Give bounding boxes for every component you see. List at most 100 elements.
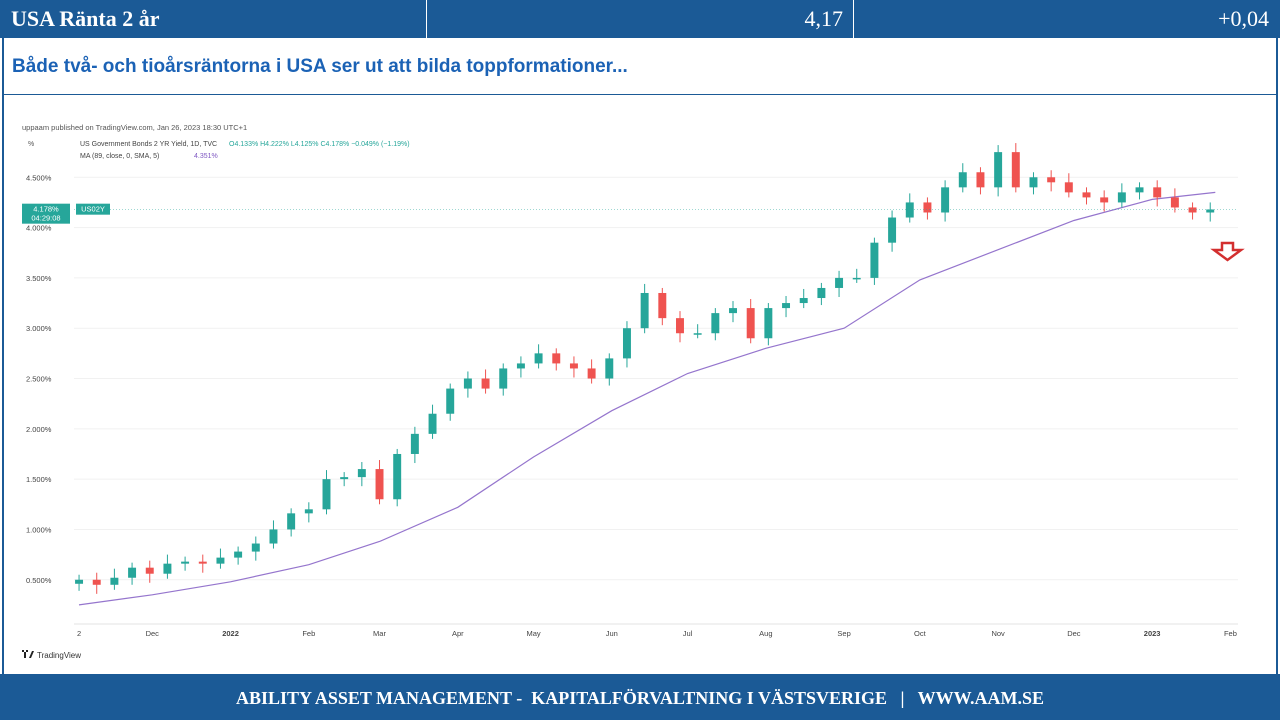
price-tag-box	[22, 203, 70, 224]
candle-body	[587, 368, 596, 379]
candle-body	[958, 172, 967, 188]
tradingview-logo-icon	[22, 650, 34, 658]
x-tick-label: Jul	[683, 629, 693, 638]
y-tick-label: 2.000%	[26, 425, 52, 434]
candle-body	[941, 187, 950, 213]
ma-series	[78, 191, 1216, 606]
candle-body	[1100, 197, 1109, 203]
published-note: uppaam published on TradingView.com, Jan…	[22, 123, 247, 132]
x-tick-label: Feb	[302, 629, 315, 638]
candle-body	[835, 277, 844, 288]
chart-gridlines	[74, 176, 1238, 625]
y-tick-label: 2.500%	[26, 375, 52, 384]
candle-body	[569, 363, 578, 369]
candle-body	[605, 358, 614, 379]
candle-body	[269, 529, 278, 544]
candle-body	[622, 328, 631, 359]
x-axis-ticks: 2 Dec 2022 Feb Mar Apr May Jun Jul Aug Sep Oct Nov De…	[77, 629, 1237, 638]
candle-body	[163, 563, 172, 574]
ticker-divider	[426, 0, 427, 38]
candle-body	[658, 292, 667, 319]
slide-frame	[2, 38, 1278, 674]
x-tick-label: May	[526, 629, 540, 638]
y-tick-label: 1.000%	[26, 525, 52, 534]
candle-body	[852, 277, 861, 280]
y-tick-label: 0.500%	[26, 576, 52, 585]
candle-body	[481, 378, 490, 389]
candle-body	[499, 368, 508, 389]
candle-body	[75, 579, 84, 584]
candle-body	[181, 561, 190, 564]
x-tick-label: Oct	[914, 629, 927, 638]
candle-body	[905, 202, 914, 218]
legend-ma-value: 4.351%	[194, 153, 218, 160]
instrument-value: 4,17	[804, 6, 844, 31]
candle-body	[92, 579, 101, 585]
candle-body	[640, 292, 649, 329]
candle-body	[251, 543, 260, 552]
candle-body	[711, 313, 720, 334]
y-tick-label: 4.500%	[26, 173, 52, 182]
y-tick-label: 3.000%	[26, 324, 52, 333]
x-tick-label: Nov	[991, 629, 1005, 638]
x-tick-label: 2	[77, 629, 81, 638]
candle-body	[923, 202, 932, 213]
candle-body	[357, 469, 366, 478]
tradingview-logo: TradingView	[22, 650, 81, 660]
candle-body	[110, 577, 119, 585]
candle-body	[870, 242, 879, 278]
price-tag-time: 04:29:08	[31, 214, 60, 223]
tradingview-brand: TradingView	[37, 651, 81, 660]
candle-body	[1188, 207, 1197, 213]
price-tags: 4.178%04:29:08 US02Y	[22, 203, 1238, 224]
candle-body	[234, 551, 243, 558]
down-arrow-icon	[1210, 241, 1245, 262]
candle-body	[817, 287, 826, 299]
x-tick-label: Dec	[146, 629, 160, 638]
candle-body	[304, 509, 313, 514]
x-tick-label: Aug	[759, 629, 772, 638]
symbol-tag-box	[76, 203, 110, 215]
candle-body	[1047, 177, 1056, 183]
yield-series	[75, 143, 1215, 594]
chart-background	[18, 118, 1262, 666]
candle-body	[1011, 152, 1020, 188]
y-axis-ticks: 4.500% 4.000% 3.500% 3.000% 2.500% 2.000% 1.50…	[26, 173, 52, 584]
candle-body	[676, 318, 684, 334]
x-tick-label: Jun	[606, 629, 618, 638]
candle-body	[322, 479, 331, 510]
x-tick-label: Dec	[1067, 629, 1081, 638]
candle-body	[1153, 187, 1162, 198]
candle-body	[1135, 187, 1144, 193]
candle-body	[145, 567, 154, 574]
chart-area: uppaam published on TradingView.com, Jan…	[18, 118, 1262, 666]
candle-body	[410, 433, 419, 454]
instrument-change: +0,04	[1218, 6, 1269, 31]
instrument-title: USA Ränta 2 år	[11, 6, 160, 31]
candle-body	[340, 477, 349, 480]
candle-body	[976, 172, 985, 188]
candle-body	[746, 308, 755, 339]
y-tick-label: 1.500%	[26, 475, 52, 484]
candle-body	[1170, 197, 1179, 208]
candle-body	[287, 513, 296, 530]
unit-label: %	[28, 141, 34, 148]
headline-divider	[2, 94, 1278, 95]
candle-body	[729, 308, 737, 314]
candle-body	[693, 333, 702, 335]
ma-line	[78, 191, 1216, 606]
legend-ohlc: O4.133% H4.222% L4.125% C4.178% −0.049% …	[229, 141, 410, 148]
candle-body	[1064, 182, 1073, 193]
ticker-bar: USA Ränta 2 år 4,17 +0,04	[0, 0, 1280, 38]
candle-body	[463, 378, 472, 389]
x-tick-label: Apr	[452, 629, 464, 638]
y-tick-label: 3.500%	[26, 274, 52, 283]
x-tick-label: Sep	[837, 629, 850, 638]
legend-series-name: US Government Bonds 2 YR Yield, 1D, TVC	[80, 141, 217, 148]
candle-body	[1029, 177, 1038, 188]
x-tick-label: 2022	[222, 629, 239, 638]
candle-body	[1117, 192, 1126, 203]
symbol-tag: US02Y	[81, 205, 105, 214]
candle-body	[552, 353, 561, 364]
candle-body	[446, 388, 455, 414]
